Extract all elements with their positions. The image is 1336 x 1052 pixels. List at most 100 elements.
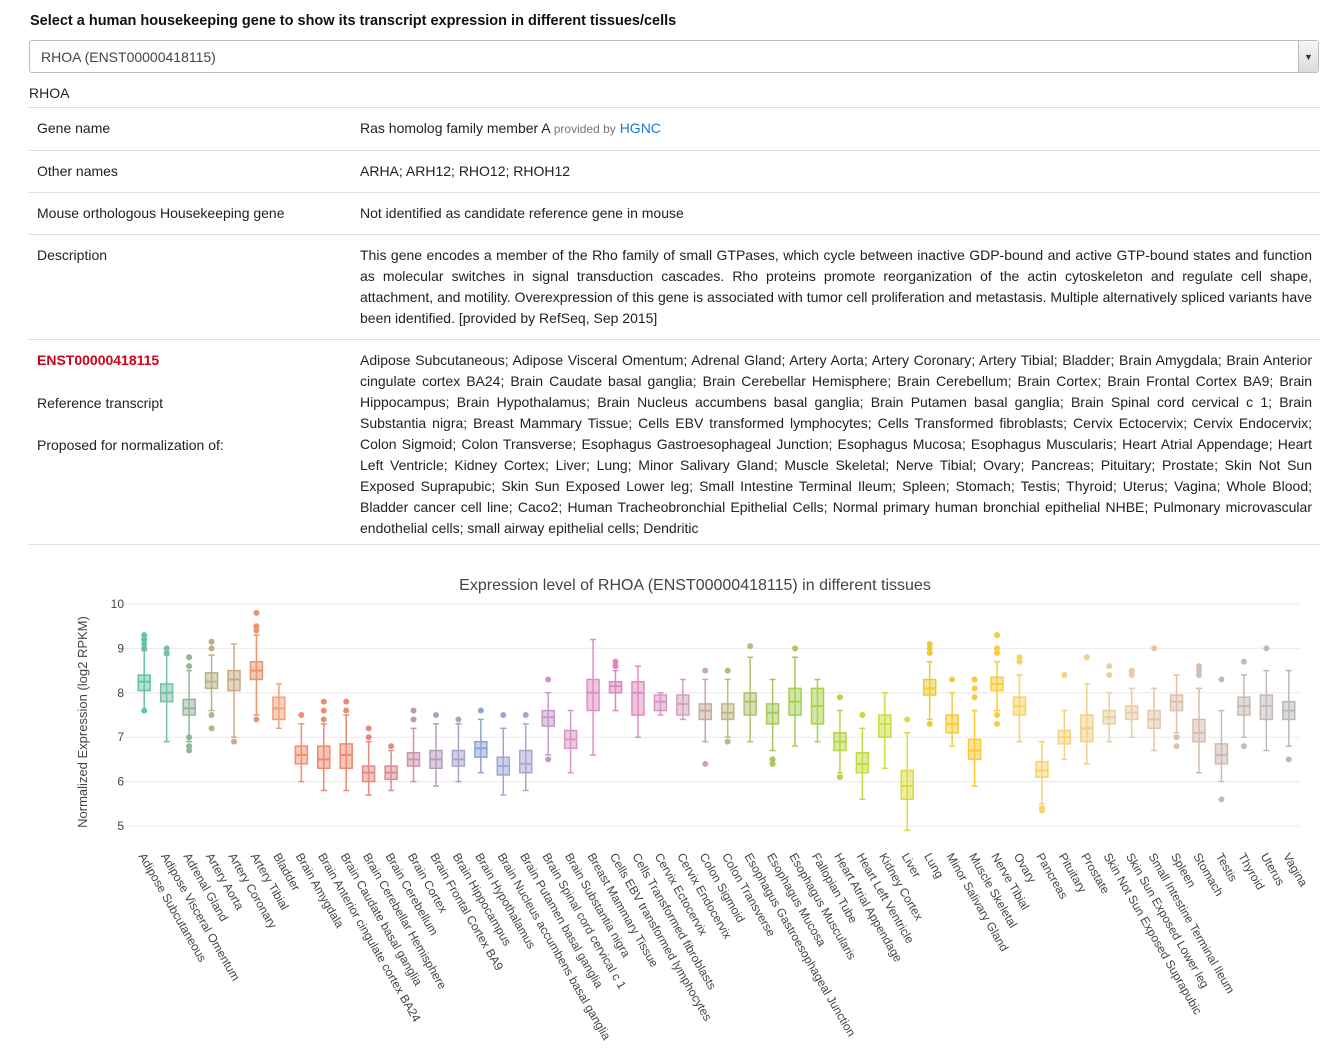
boxes <box>137 609 1296 832</box>
outlier-point <box>320 707 327 714</box>
box-35[interactable] <box>900 716 915 832</box>
gene-info-table: Gene name Ras homolog family member A pr… <box>29 107 1320 549</box>
box-8[interactable] <box>294 712 309 783</box>
box-48[interactable] <box>1192 663 1206 774</box>
box-iqr <box>1214 743 1229 765</box>
outlier-point <box>904 716 911 723</box>
box-4[interactable] <box>204 638 219 732</box>
box-12[interactable] <box>384 743 398 792</box>
outlier-point <box>1285 756 1292 763</box>
outlier-point <box>365 725 372 732</box>
box-1[interactable] <box>137 632 151 714</box>
outlier-point <box>994 720 1001 727</box>
outlier-point <box>545 676 552 683</box>
box-23[interactable] <box>631 665 645 738</box>
outlier-point <box>455 716 462 723</box>
box-31[interactable] <box>810 678 825 743</box>
box-41[interactable] <box>1035 740 1049 814</box>
box-19[interactable] <box>541 676 555 763</box>
chevron-down-icon[interactable]: ▼ <box>1298 41 1318 72</box>
box-17[interactable] <box>496 712 511 796</box>
outlier-point <box>1173 734 1180 741</box>
box-16[interactable] <box>474 707 488 774</box>
outlier-point <box>792 645 799 652</box>
box-44[interactable] <box>1102 663 1116 743</box>
gene-select[interactable]: RHOA (ENST00000418115) ▼ <box>29 40 1319 73</box>
box-29[interactable] <box>765 678 780 767</box>
outlier-point <box>971 694 978 701</box>
box-10[interactable] <box>339 698 353 792</box>
box-38[interactable] <box>967 676 982 787</box>
box-42[interactable] <box>1057 672 1072 761</box>
outlier-point <box>702 667 709 674</box>
proposed-label: Proposed for normalization of: <box>37 437 224 453</box>
box-3[interactable] <box>182 654 196 754</box>
outlier-point <box>612 658 619 665</box>
outlier-point <box>141 640 148 647</box>
gene-name-text: Ras homolog family member A <box>360 120 550 136</box>
table-row: Gene name Ras homolog family member A pr… <box>29 107 1320 151</box>
box-13[interactable] <box>406 707 421 783</box>
box-26[interactable] <box>698 667 713 767</box>
outlier-point <box>163 649 170 656</box>
box-2[interactable] <box>159 645 174 743</box>
box-9[interactable] <box>317 698 331 792</box>
box-50[interactable] <box>1237 658 1251 750</box>
box-43[interactable] <box>1080 654 1094 765</box>
box-15[interactable] <box>451 716 466 783</box>
outlier-point <box>1038 807 1045 814</box>
box-5[interactable] <box>227 643 241 745</box>
box-24[interactable] <box>653 692 668 716</box>
box-11[interactable] <box>361 725 376 796</box>
box-49[interactable] <box>1214 676 1229 803</box>
box-20[interactable] <box>563 709 578 774</box>
x-tick-label: Vagina <box>1280 851 1311 890</box>
box-25[interactable] <box>676 678 690 721</box>
outlier-point <box>230 738 237 745</box>
box-28[interactable] <box>743 643 757 743</box>
box-iqr <box>541 709 555 727</box>
grid <box>123 603 1300 827</box>
box-18[interactable] <box>518 712 533 792</box>
outlier-point <box>141 645 148 652</box>
box-14[interactable] <box>429 712 443 787</box>
box-30[interactable] <box>788 645 802 747</box>
box-iqr <box>676 694 690 716</box>
outlier-point <box>208 645 215 652</box>
table-row: Description This gene encodes a member o… <box>29 234 1320 340</box>
box-47[interactable] <box>1169 674 1184 750</box>
box-33[interactable] <box>855 712 870 801</box>
hgnc-link[interactable]: HGNC <box>619 120 661 136</box>
box-iqr <box>653 694 668 712</box>
box-52[interactable] <box>1282 669 1296 763</box>
box-7[interactable] <box>272 683 286 730</box>
box-iqr <box>1035 760 1049 778</box>
box-37[interactable] <box>945 676 959 747</box>
box-46[interactable] <box>1147 645 1161 752</box>
outlier-point <box>477 707 484 714</box>
box-40[interactable] <box>1012 654 1027 743</box>
box-27[interactable] <box>720 667 735 745</box>
box-22[interactable] <box>608 658 623 712</box>
chart-title: Expression level of RHOA (ENST0000041811… <box>459 577 931 594</box>
box-21[interactable] <box>586 638 600 756</box>
outlier-point <box>1240 658 1247 665</box>
outlier-point <box>253 716 260 723</box>
outlier-point <box>320 716 327 723</box>
box-6[interactable] <box>249 609 264 723</box>
y-axis-ticks: 5 6 7 8 9 10 <box>111 597 125 833</box>
gene-select-value[interactable]: RHOA (ENST00000418115) <box>41 49 216 65</box>
box-45[interactable] <box>1124 667 1139 738</box>
transcript-cell: ENST00000418115 Reference transcript Pro… <box>29 339 352 549</box>
box-51[interactable] <box>1259 645 1274 752</box>
reference-transcript-label: Reference transcript <box>37 395 164 411</box>
outlier-point <box>186 734 193 741</box>
outlier-point <box>500 712 507 718</box>
box-32[interactable] <box>833 694 847 781</box>
outlier-point <box>410 707 417 714</box>
outlier-point <box>186 654 193 661</box>
outlier-point <box>769 756 776 763</box>
box-39[interactable] <box>990 632 1004 727</box>
box-34[interactable] <box>878 692 892 770</box>
box-36[interactable] <box>922 640 937 727</box>
